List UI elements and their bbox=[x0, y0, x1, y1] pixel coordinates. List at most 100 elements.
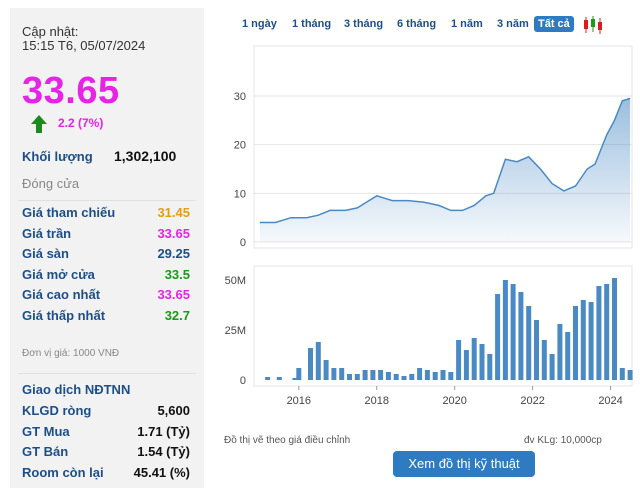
chart-note-adjusted: Đồ thị vẽ theo giá điều chỉnh bbox=[224, 435, 351, 446]
technical-chart-button[interactable]: Xem đồ thị kỹ thuật bbox=[393, 451, 535, 477]
volume-bar bbox=[487, 354, 493, 380]
volume-bar bbox=[417, 368, 423, 380]
volume-bar bbox=[565, 332, 571, 380]
candlestick-chart-icon[interactable] bbox=[582, 14, 604, 36]
volume-bar bbox=[354, 374, 360, 380]
price-tick-label: 20 bbox=[234, 140, 246, 152]
volume-bar bbox=[339, 368, 345, 380]
price-tick-label: 0 bbox=[240, 237, 246, 249]
volume-label: Khối lượng bbox=[22, 149, 93, 164]
volume-bar bbox=[479, 344, 485, 380]
volume-bar bbox=[619, 368, 625, 380]
volume-bar bbox=[495, 294, 501, 380]
volume-bar bbox=[276, 377, 282, 380]
volume-bar bbox=[541, 340, 547, 380]
price-row-label: Giá trần bbox=[22, 225, 72, 241]
x-tick-label: 2016 bbox=[287, 395, 311, 407]
volume-bar bbox=[385, 372, 391, 380]
volume-tick-label: 50M bbox=[225, 275, 246, 287]
volume-bar bbox=[573, 306, 578, 380]
volume-bar bbox=[580, 300, 586, 380]
price-row-label: Giá tham chiếu bbox=[22, 205, 116, 220]
volume-value: 1,302,100 bbox=[114, 148, 177, 164]
volume-bar bbox=[549, 354, 555, 380]
volume-bar bbox=[440, 370, 446, 380]
price-area-fill bbox=[259, 98, 631, 243]
volume-bar bbox=[393, 374, 399, 380]
price-row-value: 33.65 bbox=[157, 225, 190, 241]
volume-bar bbox=[331, 368, 337, 380]
volume-bar bbox=[596, 286, 602, 380]
x-tick-label: 2018 bbox=[365, 395, 389, 407]
volume-unit-note: đv KLg: 10,000cp bbox=[524, 435, 602, 446]
price-row-label: Giá mở cửa bbox=[22, 266, 95, 282]
x-tick-label: 2022 bbox=[520, 395, 544, 407]
volume-bar bbox=[378, 370, 384, 380]
volume-bar bbox=[557, 324, 563, 380]
arrow-up-icon bbox=[31, 115, 47, 133]
foreign-row-label: Room còn lại bbox=[22, 464, 104, 480]
volume-tick-label: 25M bbox=[225, 325, 246, 337]
price-row-value: 31.45 bbox=[157, 205, 190, 220]
volume-bar bbox=[370, 370, 376, 380]
price-series-line bbox=[259, 97, 631, 224]
foreign-row-label: KLGD ròng bbox=[22, 403, 92, 418]
x-tick-label: 2024 bbox=[598, 395, 622, 407]
price-row-label: Giá thấp nhất bbox=[22, 307, 106, 323]
price-row-value: 32.7 bbox=[164, 307, 190, 323]
volume-bar bbox=[448, 372, 454, 380]
stock-summary-panel: Cập nhật: 15:15 T6, 05/07/2024 33.65 2.2… bbox=[10, 8, 204, 488]
price-row-label: Giá cao nhất bbox=[22, 287, 101, 302]
volume-bar bbox=[627, 370, 633, 380]
update-label: Cập nhật: bbox=[22, 24, 79, 39]
volume-bar bbox=[471, 338, 477, 380]
tab-period[interactable]: 6 tháng bbox=[397, 18, 437, 30]
volume-bar bbox=[362, 370, 368, 380]
volume-bar bbox=[323, 360, 329, 380]
divider bbox=[18, 373, 196, 374]
price-tick-label: 10 bbox=[234, 188, 246, 200]
volume-tick-label: 0 bbox=[240, 375, 246, 387]
price-tick-label: 30 bbox=[234, 91, 246, 103]
price-row-label: Giá sàn bbox=[22, 246, 69, 261]
x-tick-label: 2020 bbox=[442, 395, 466, 407]
volume-bar bbox=[612, 278, 617, 380]
foreign-row-value: 45.41 (%) bbox=[133, 464, 190, 480]
tab-period[interactable]: 3 năm bbox=[497, 18, 529, 30]
tab-period[interactable]: 1 tháng bbox=[292, 18, 332, 30]
volume-bar bbox=[308, 348, 313, 380]
tab-period[interactable]: 1 năm bbox=[451, 18, 483, 30]
foreign-row-value: 5,600 bbox=[157, 403, 190, 418]
foreign-row-label: GT Mua bbox=[22, 423, 70, 439]
volume-bar bbox=[502, 280, 508, 380]
volume-bar bbox=[463, 350, 469, 380]
unit-note: Đơn vị giá: 1000 VNĐ bbox=[22, 348, 120, 359]
volume-bar bbox=[424, 370, 430, 380]
volume-bar bbox=[401, 376, 407, 380]
volume-bar bbox=[432, 372, 438, 380]
divider bbox=[18, 200, 196, 201]
volume-bar bbox=[534, 320, 539, 380]
tab-period[interactable]: 1 ngày bbox=[242, 18, 277, 30]
volume-bar bbox=[315, 342, 321, 380]
price-row-value: 29.25 bbox=[157, 246, 190, 261]
tab-period[interactable]: Tất cả bbox=[534, 16, 574, 32]
volume-bar bbox=[456, 340, 462, 380]
volume-bar bbox=[265, 377, 271, 380]
volume-bar bbox=[347, 374, 352, 380]
volume-bar bbox=[604, 284, 610, 380]
volume-bar bbox=[510, 284, 516, 380]
volume-bar bbox=[296, 368, 302, 380]
volume-bar bbox=[409, 374, 415, 380]
stock-chart: 30 20 10 0 50M 25M 0 2016 2018 2020 2022 2024 bbox=[225, 45, 633, 407]
price-change: 2.2 (7%) bbox=[58, 116, 104, 130]
foreign-row-value: 1.71 (Tỷ) bbox=[137, 423, 190, 439]
foreign-trade-title: Giao dịch NĐTNN bbox=[22, 382, 131, 397]
volume-bar bbox=[518, 292, 524, 380]
update-time: 15:15 T6, 05/07/2024 bbox=[22, 38, 146, 53]
tab-period[interactable]: 3 tháng bbox=[344, 18, 384, 30]
close-label: Đóng cửa bbox=[22, 176, 80, 191]
foreign-row-label: GT Bán bbox=[22, 444, 69, 459]
volume-bar bbox=[588, 302, 594, 380]
volume-bar bbox=[526, 306, 532, 380]
